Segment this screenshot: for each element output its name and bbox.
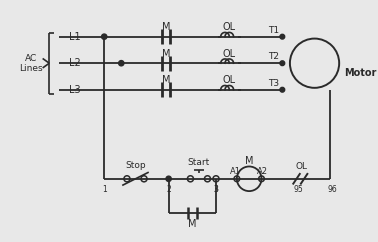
Text: M: M	[188, 219, 197, 229]
Text: A2: A2	[257, 167, 268, 176]
Circle shape	[280, 34, 285, 39]
Text: 3: 3	[214, 185, 218, 194]
Text: M: M	[161, 49, 170, 59]
Text: T1: T1	[268, 26, 279, 35]
Text: L1: L1	[69, 32, 81, 42]
Circle shape	[280, 87, 285, 92]
Text: L2: L2	[69, 58, 81, 68]
Text: 2: 2	[166, 185, 171, 194]
Text: A1: A1	[231, 167, 242, 176]
Circle shape	[102, 34, 107, 39]
Text: L3: L3	[69, 85, 81, 95]
Circle shape	[166, 176, 171, 182]
Text: 96: 96	[328, 185, 338, 194]
Text: Motor: Motor	[344, 68, 376, 78]
Circle shape	[119, 60, 124, 66]
Text: M: M	[161, 22, 170, 32]
Text: T3: T3	[268, 79, 279, 88]
Text: OL: OL	[223, 49, 236, 59]
Text: OL: OL	[223, 22, 236, 32]
Text: T2: T2	[268, 52, 279, 61]
Text: 3: 3	[214, 185, 218, 194]
Circle shape	[280, 61, 285, 66]
Text: OL: OL	[295, 162, 307, 171]
Text: 95: 95	[294, 185, 303, 194]
Text: M: M	[245, 156, 253, 166]
Text: OL: OL	[223, 75, 236, 85]
Text: M: M	[161, 75, 170, 85]
Text: Stop: Stop	[125, 161, 146, 170]
Text: AC
Lines: AC Lines	[19, 53, 43, 73]
Text: 1: 1	[102, 185, 107, 194]
Text: Start: Start	[188, 158, 210, 167]
